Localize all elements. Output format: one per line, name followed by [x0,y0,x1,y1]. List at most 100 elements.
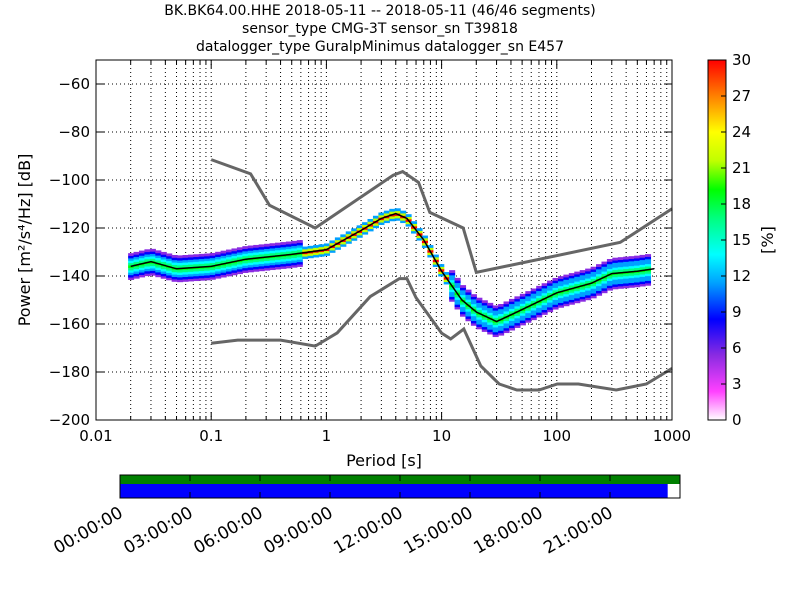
psd-cell [340,243,347,247]
psd-cell [470,296,477,300]
psd-cell [634,282,641,285]
psd-cell [280,256,287,260]
psd-cell [492,331,499,335]
psd-cell [487,329,494,333]
psd-cell [487,319,494,323]
psd-cell [323,245,331,249]
psd-cell [519,298,526,302]
psd-cell [460,309,467,312]
psd-cell [285,265,292,269]
psd-cell [547,306,554,310]
psd-cell [215,273,222,277]
psd-cell [530,298,537,301]
psd-cell [280,244,287,248]
psd-cell [579,270,586,273]
psd-cell [574,290,581,294]
psd-cell [166,260,173,264]
psd-cell [634,258,641,261]
psd-cell [579,274,586,278]
psd-cell [296,249,303,253]
psd-cell [563,281,570,285]
psd-cell [133,251,140,255]
psd-cell [639,274,646,277]
psd-cell [220,265,227,268]
psd-cell [617,285,624,289]
x-tick-label: 0.01 [79,427,112,445]
psd-cell [128,274,135,278]
psd-cell [568,275,575,279]
psd-cell [552,285,559,288]
psd-cell [476,304,483,308]
psd-cell [623,259,630,262]
psd-cell [596,283,603,287]
psd-cell [362,231,369,235]
psd-cell [634,260,641,264]
psd-cell [231,250,238,254]
psd-cell [525,291,532,294]
psd-cell [144,270,151,274]
psd-cell [166,267,173,271]
psd-cell [209,262,216,266]
psd-cell [563,284,570,288]
psd-cell [215,261,222,265]
psd-cell [367,221,374,225]
psd-cell [476,302,483,306]
psd-cell [166,253,173,257]
psd-cell [460,304,467,308]
psd-cell [372,218,379,221]
psd-cell [449,291,456,295]
psd-cell [383,217,390,221]
psd-cell [536,307,543,311]
psd-cell [220,274,227,278]
psd-cell [645,278,652,281]
psd-cell [242,246,249,249]
psd-cell [247,264,254,268]
psd-cell [149,256,156,259]
psd-cell [552,304,559,308]
psd-cell [187,271,195,275]
psd-cell [612,276,619,280]
psd-cell [574,295,581,299]
psd-cell [220,260,227,264]
psd-cell [492,324,499,328]
psd-cell [215,268,222,272]
psd-cell [166,255,173,259]
psd-cell [138,272,146,275]
colorbar-tick-label: 30 [732,51,751,69]
psd-cell [585,270,592,274]
psd-cell [476,324,483,327]
psd-cell [275,247,282,251]
psd-cell [481,321,488,325]
psd-cell [645,263,652,267]
psd-cell [547,280,554,284]
psd-cell [639,271,646,275]
psd-cell [247,247,254,251]
psd-cell [345,240,352,244]
psd-cell [628,272,635,276]
psd-cell [215,254,222,258]
psd-cell [514,322,521,326]
psd-cell [362,222,369,226]
psd-median-line [130,212,655,323]
psd-cell [552,280,559,284]
psd-cell [623,285,630,289]
psd-cell [264,267,271,271]
timeline-lower-coverage [120,484,668,498]
psd-cell [226,259,233,262]
psd-cell [498,330,505,334]
psd-cell [155,250,162,254]
y-tick-label: −140 [49,267,90,285]
psd-cell [449,296,456,300]
psd-cell [465,301,472,305]
psd-cell [187,259,195,263]
psd-cell [177,257,184,261]
psd-cell [394,217,401,221]
y-tick-label: −200 [49,411,90,429]
psd-cell [220,272,227,276]
psd-cell [552,299,559,303]
psd-cell [519,315,526,319]
psd-cell [454,282,461,286]
psd-cell [411,221,418,224]
psd-cell [416,235,423,239]
psd-cell [204,267,211,271]
